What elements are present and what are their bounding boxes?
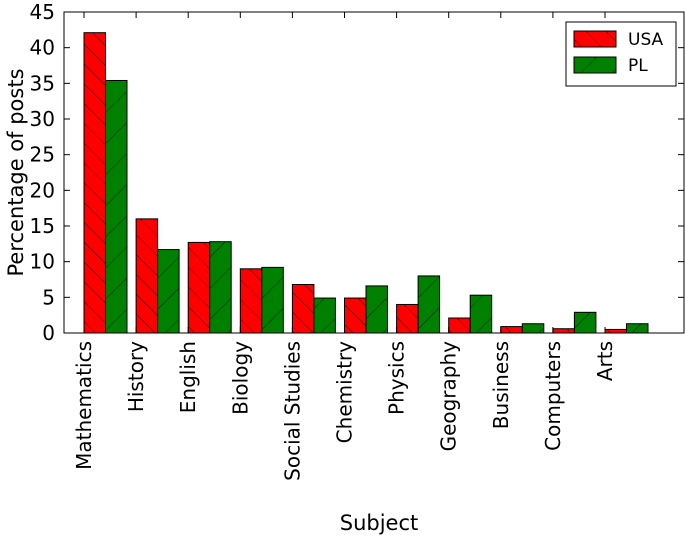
x-tick-label-business: Business [489, 341, 513, 429]
y-tick-label-20: 20 [30, 178, 55, 202]
x-tick-label-physics: Physics [385, 341, 409, 415]
bar-hatch-usa-business [500, 326, 523, 334]
bar-usa-mathematics [83, 32, 106, 334]
bar-hatch-usa-computers [552, 328, 575, 334]
bar-pl-computers [573, 311, 597, 334]
y-tick-label-25: 25 [30, 143, 55, 167]
bars-layer [83, 32, 649, 334]
bar-hatch-usa-biology [239, 268, 263, 334]
bar-hatch-pl-arts [626, 323, 649, 334]
bar-pl-geography [469, 294, 493, 334]
bar-usa-chemistry [344, 297, 367, 334]
y-tick-label-5: 5 [42, 285, 55, 309]
legend-swatch-usa-hatch [574, 31, 616, 47]
x-tick-label-geography: Geography [437, 341, 461, 452]
bar-usa-business [500, 326, 523, 334]
y-axis-title: Percentage of posts [4, 68, 28, 276]
x-tick-label-biology: Biology [228, 341, 252, 415]
bar-hatch-usa-physics [396, 303, 419, 334]
plot-area-frame [63, 11, 685, 334]
bar-pl-history [157, 249, 180, 334]
bar-pl-social-studies [313, 297, 336, 334]
bar-hatch-pl-social-studies [313, 297, 336, 334]
x-tick-label-history: History [124, 341, 148, 412]
bar-hatch-usa-geography [448, 317, 471, 334]
bar-pl-chemistry [365, 285, 388, 334]
bar-hatch-usa-arts [604, 328, 627, 334]
x-axis: Mathematics History English Biology Social S… [72, 12, 617, 481]
bar-usa-biology [239, 268, 263, 334]
bar-hatch-pl-history [157, 249, 180, 334]
bar-hatch-pl-biology [261, 266, 284, 334]
y-tick-label-40: 40 [30, 36, 55, 60]
bar-usa-arts [604, 328, 627, 334]
legend-label-pl: PL [628, 56, 648, 76]
y-tick-label-35: 35 [30, 71, 55, 95]
bar-pl-mathematics [105, 79, 128, 334]
y-tick-label-0: 0 [42, 321, 55, 345]
bar-hatch-pl-chemistry [365, 285, 388, 334]
y-tick-label-45: 45 [30, 0, 55, 24]
bar-hatch-pl-business [521, 323, 545, 334]
x-tick-label-english: English [176, 341, 200, 413]
bar-pl-arts [626, 323, 649, 334]
y-axis: 0 5 10 15 20 25 30 35 40 45 [30, 0, 684, 345]
bar-hatch-pl-geography [469, 294, 493, 334]
bar-pl-biology [261, 266, 284, 334]
bar-hatch-usa-social-studies [291, 283, 315, 334]
bar-hatch-usa-history [135, 218, 159, 334]
y-tick-label-15: 15 [30, 214, 55, 238]
bar-hatch-usa-english [187, 241, 211, 334]
bar-pl-english [209, 241, 232, 334]
bar-hatch-usa-chemistry [344, 297, 367, 334]
y-tick-label-10: 10 [30, 250, 55, 274]
y-tick-label-30: 30 [30, 107, 55, 131]
bar-usa-social-studies [291, 283, 315, 334]
x-tick-label-arts: Arts [593, 341, 617, 381]
legend: USA PL [565, 21, 677, 87]
legend-swatch-pl-hatch [574, 57, 616, 73]
bar-hatch-usa-mathematics [83, 32, 106, 334]
x-axis-title: Subject [340, 511, 419, 535]
bar-pl-business [521, 323, 545, 334]
x-tick-label-mathematics: Mathematics [72, 341, 96, 470]
x-tick-label-chemistry: Chemistry [333, 341, 357, 443]
bar-usa-physics [396, 303, 419, 334]
bar-usa-history [135, 218, 159, 334]
bar-hatch-pl-mathematics [105, 79, 128, 334]
legend-item-pl: PL [573, 56, 648, 76]
bar-usa-english [187, 241, 211, 334]
bar-hatch-pl-english [209, 241, 232, 334]
bar-pl-physics [417, 275, 441, 334]
x-tick-label-social-studies: Social Studies [280, 341, 304, 481]
bar-hatch-pl-physics [417, 275, 441, 334]
legend-label-usa: USA [628, 30, 664, 50]
bar-hatch-pl-computers [573, 311, 597, 334]
bar-usa-geography [448, 317, 471, 334]
bar-usa-computers [552, 328, 575, 334]
x-tick-label-computers: Computers [541, 341, 565, 451]
legend-item-usa: USA [573, 30, 664, 50]
